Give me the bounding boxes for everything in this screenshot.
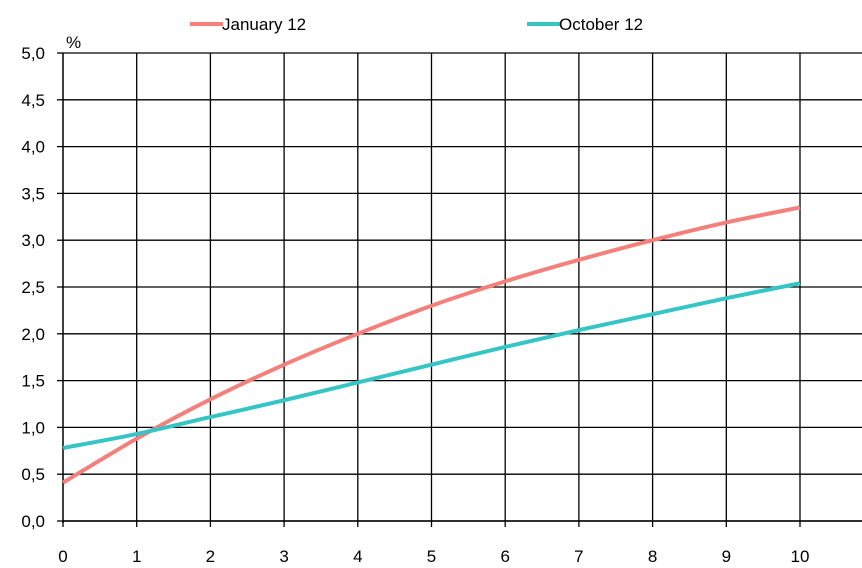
legend: January 12 October 12: [190, 15, 643, 34]
axes: 0,0 0,5 1,0 1,5 2,0 2,5 3,0 3,5 4,0 4,5 5,0 0 1 2 3 4 5 6…: [21, 44, 862, 566]
x-tick-label: 2: [206, 547, 215, 566]
y-tick-label: 1,0: [21, 418, 45, 437]
x-tick-label: 5: [427, 547, 436, 566]
x-tick-label: 7: [574, 547, 583, 566]
x-tick-label: 3: [279, 547, 288, 566]
y-tick-label: 2,5: [21, 278, 45, 297]
x-tick-label: 1: [132, 547, 141, 566]
grid: [63, 52, 862, 522]
x-tick-label: 9: [722, 547, 731, 566]
y-tick-label: 3,5: [21, 184, 45, 203]
y-tick-label: 0,0: [21, 512, 45, 531]
y-tick-label: 1,5: [21, 372, 45, 391]
series-line-1: [61, 205, 801, 485]
y-tick-label: 4,0: [21, 138, 45, 157]
series-lines: [61, 205, 801, 485]
y-axis-unit-label: %: [66, 33, 81, 52]
legend-label-2: October 12: [559, 15, 643, 34]
y-tick-label: 4,5: [21, 91, 45, 110]
y-tick-label: 2,0: [21, 325, 45, 344]
x-tick-label: 8: [648, 547, 657, 566]
y-tick-label: 5,0: [21, 44, 45, 63]
x-tick-label: 4: [353, 547, 362, 566]
legend-label-1: January 12: [222, 15, 306, 34]
x-tick-label: 10: [791, 547, 810, 566]
x-tick-label: 0: [58, 547, 67, 566]
y-tick-label: 3,0: [21, 231, 45, 250]
x-tick-label: 6: [500, 547, 509, 566]
y-tick-label: 0,5: [21, 465, 45, 484]
series-line-2: [62, 281, 801, 450]
